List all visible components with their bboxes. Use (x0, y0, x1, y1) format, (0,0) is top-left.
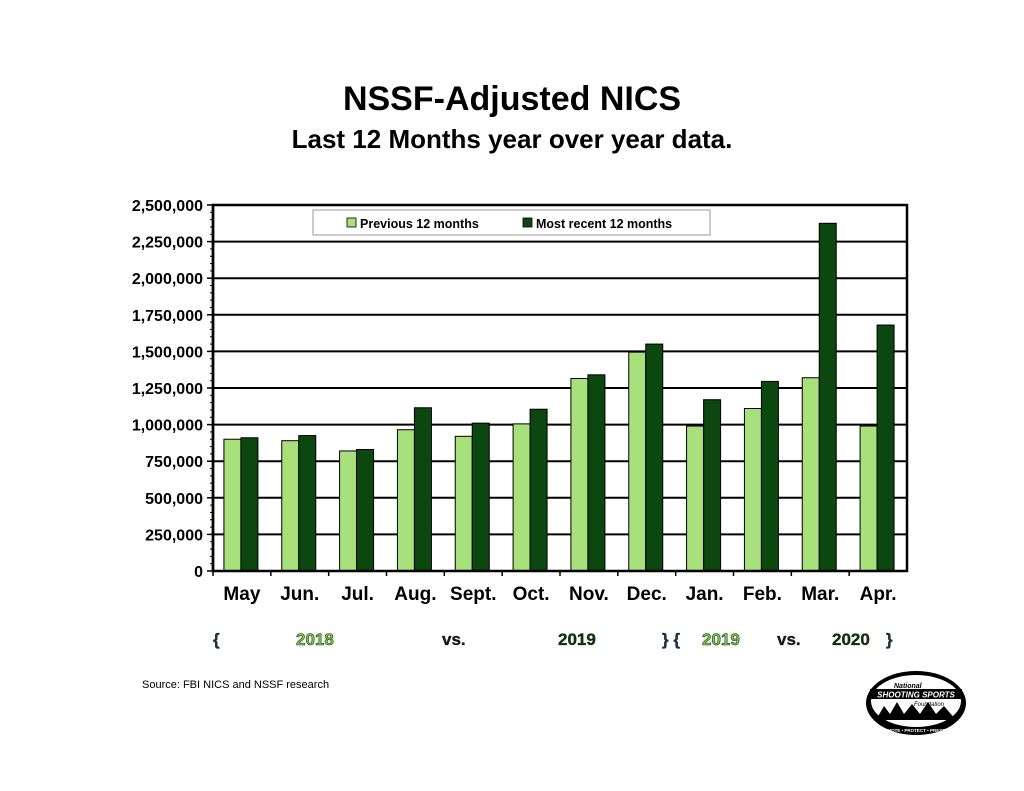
bar-previous (281, 440, 300, 572)
year-2018-label: 2018 (296, 630, 334, 650)
nssf-logo: National SHOOTING SPORTS Foundation PROM… (866, 671, 966, 735)
y-tick-label: 1,500,000 (132, 344, 203, 361)
bar-recent (760, 380, 779, 572)
year-2019-label-previous: 2019 (702, 630, 740, 650)
logo-banner (870, 689, 962, 699)
y-tick-label: 500,000 (145, 491, 203, 508)
logo-line-shooting-sports: SHOOTING SPORTS (877, 691, 955, 700)
x-tick-label: Dec. (627, 584, 667, 605)
bar-previous (743, 407, 762, 572)
open-brace: { (213, 630, 220, 649)
year-2020-label: 2020 (832, 630, 870, 649)
x-tick-label: Nov. (569, 584, 609, 605)
x-tick-label: Aug. (394, 584, 436, 605)
legend-swatch-previous (346, 217, 357, 228)
x-tick-label: May (223, 584, 260, 605)
y-tick-label: 2,000,000 (132, 271, 203, 288)
bar-recent (645, 343, 664, 572)
legend-label-recent: Most recent 12 months (536, 217, 672, 231)
bar-recent (356, 448, 375, 572)
bar-recent (818, 222, 837, 572)
bar-recent (587, 374, 606, 572)
legend-box (312, 209, 711, 236)
bar-previous (801, 377, 820, 572)
bar-previous (859, 425, 878, 572)
bar-recent (413, 407, 432, 572)
y-tick-label: 2,500,000 (132, 198, 203, 215)
x-tick-label: Mar. (801, 584, 839, 605)
legend-label-previous: Previous 12 months (360, 217, 479, 231)
x-tick-label: Jun. (280, 584, 319, 605)
x-axis: May Jun. Jul. Aug. Sept. Oct. Nov. Dec. Jan. Feb.… (212, 571, 897, 605)
bar-previous (570, 377, 589, 572)
mid-braces: } { (662, 630, 680, 649)
y-tick-label: 2,250,000 (132, 235, 203, 252)
bar-previous (223, 438, 242, 572)
x-tick-label: Jan. (686, 584, 724, 605)
y-tick-label: 1,250,000 (132, 381, 203, 398)
y-tick-label: 1,000,000 (132, 418, 203, 435)
x-tick-label: Feb. (743, 584, 782, 605)
bar-recent (529, 408, 548, 572)
bar-previous (454, 435, 473, 572)
bar-recent (876, 324, 895, 572)
y-axis: 0 250,000 500,000 750,000 1,000,000 1,250,000… (132, 198, 213, 581)
y-tick-label: 250,000 (145, 527, 203, 544)
x-tick-label: Jul. (341, 584, 374, 605)
logo-tagline: PROMOTE • PROTECT • PRESERVE (878, 728, 955, 733)
vs-label-second: vs. (777, 630, 801, 649)
x-tick-label: Apr. (860, 584, 897, 605)
bar-previous (686, 425, 705, 572)
bars (223, 222, 895, 572)
bar-previous (339, 450, 358, 572)
y-tick-label: 0 (194, 564, 203, 581)
y-tick-label: 750,000 (145, 454, 203, 471)
year-2019-label-recent: 2019 (558, 630, 596, 649)
bar-recent (703, 399, 722, 572)
chart-subtitle: Last 12 Months year over year data. (291, 124, 733, 154)
y-tick-label: 1,750,000 (132, 308, 203, 325)
bar-recent (240, 437, 259, 572)
logo-line-national: National (894, 683, 923, 690)
bar-previous (396, 429, 415, 572)
bar-recent (471, 422, 490, 572)
chart-title: NSSF-Adjusted NICS (342, 80, 682, 118)
bar-previous (512, 423, 531, 572)
source-note: Source: FBI NICS and NSSF research (142, 679, 330, 691)
gridlines (213, 240, 907, 536)
x-tick-label: Sept. (450, 584, 496, 605)
tree-silhouette-icon (876, 702, 956, 720)
bar-previous (628, 351, 647, 572)
bar-recent (298, 435, 317, 572)
x-tick-label: Oct. (513, 584, 550, 605)
close-brace: } (886, 630, 893, 649)
vs-label-first: vs. (442, 630, 466, 649)
legend-swatch-recent (522, 217, 533, 228)
legend: Previous 12 months Most recent 12 months (312, 209, 711, 236)
logo-line-foundation: Foundation (914, 702, 945, 708)
